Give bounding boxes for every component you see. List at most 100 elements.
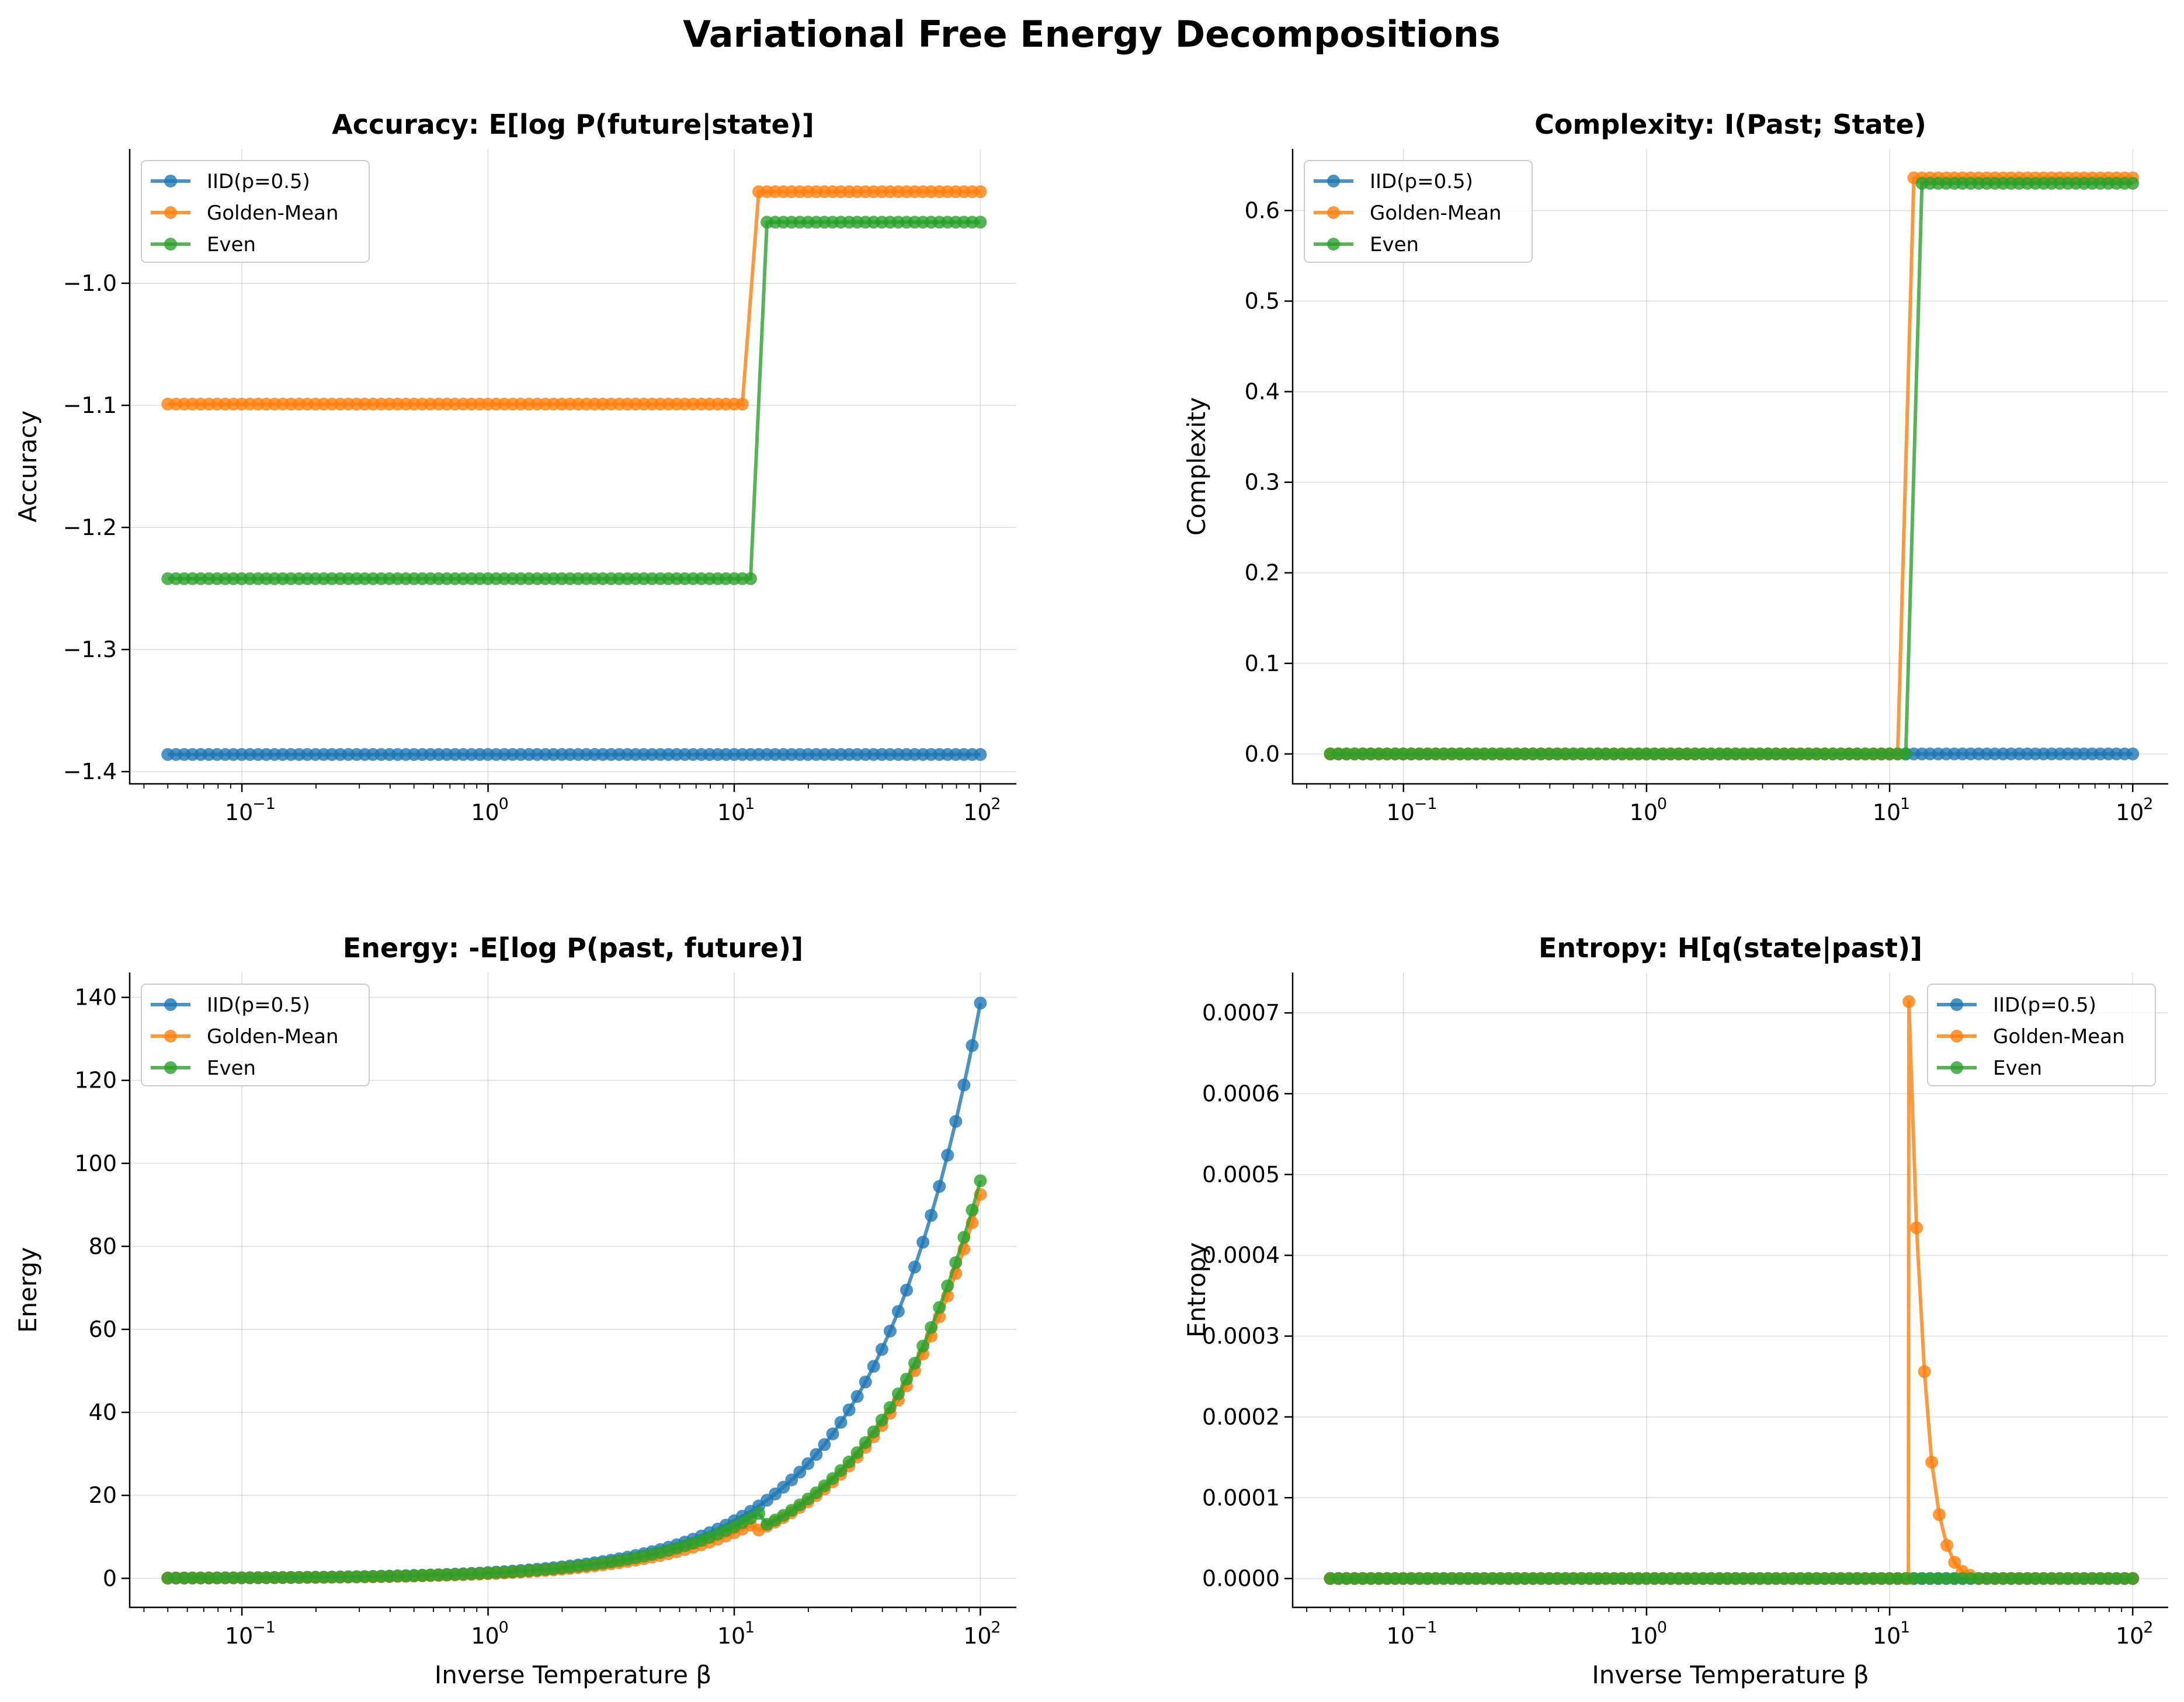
energy-point-iid-p-0-5	[826, 1427, 839, 1440]
accuracy-ytick-label: −1.0	[63, 270, 117, 296]
accuracy-xtick-label: 10	[717, 800, 745, 825]
complexity-xtick-exponent: 2	[2143, 795, 2153, 813]
energy-xtick-exponent: −1	[252, 1618, 276, 1637]
complexity-xtick-label: 10	[1630, 800, 1658, 825]
accuracy-xtick-exponent: 2	[991, 795, 1001, 813]
accuracy-series-iid-p-0-5	[161, 748, 987, 761]
energy-xtick-label: 10	[963, 1623, 991, 1649]
complexity-legend: IID(p=0.5) Golden-Mean Even	[1304, 160, 1533, 263]
entropy-ylabel: Entropy	[1182, 1242, 1211, 1338]
energy-spines	[129, 972, 1016, 1609]
accuracy-point-golden-mean	[735, 397, 749, 411]
entropy-legend-entry-even: Even	[1937, 1057, 2042, 1080]
entropy-legend-swatch-marker	[1950, 1061, 1963, 1074]
energy-point-iid-p-0-5	[777, 1481, 790, 1494]
complexity-ytick-label: 0.1	[1245, 651, 1280, 676]
energy-point-iid-p-0-5	[785, 1473, 798, 1486]
accuracy-legend-swatch-marker	[164, 206, 177, 219]
complexity-xtick-exponent: −1	[1414, 795, 1438, 813]
accuracy-series	[161, 185, 987, 761]
accuracy-axes: 10−1 100 101 102−1.4−1.3−1.2−1.1−1.0	[63, 149, 1016, 825]
entropy-xtick-label: 10	[1873, 1623, 1901, 1649]
complexity-legend-swatch-marker	[1327, 175, 1340, 187]
energy-xtick-exponent: 1	[745, 1618, 755, 1637]
energy-series	[161, 996, 987, 1585]
accuracy-legend: IID(p=0.5) Golden-Mean Even	[141, 160, 370, 263]
energy-point-even	[974, 1174, 987, 1187]
energy-legend-label: Golden-Mean	[207, 1025, 339, 1048]
energy-ylabel: Energy	[13, 1247, 42, 1333]
energy-xlabel: Inverse Temperature β	[435, 1661, 711, 1689]
energy-legend-swatch-marker	[164, 998, 177, 1011]
energy-point-iid-p-0-5	[875, 1343, 888, 1356]
complexity-ytick-label: 0.0	[1245, 741, 1280, 767]
energy-legend-entry-golden-mean: Golden-Mean	[151, 1025, 339, 1048]
energy-point-iid-p-0-5	[966, 1039, 979, 1053]
energy-point-iid-p-0-5	[891, 1305, 905, 1318]
entropy-point-even	[2126, 1572, 2140, 1585]
accuracy-ytick-label: −1.4	[63, 759, 117, 784]
entropy-xtick-exponent: 1	[1900, 1618, 1910, 1637]
complexity-legend-label: IID(p=0.5)	[1370, 170, 1473, 193]
energy-legend-label: Even	[207, 1057, 256, 1080]
complexity-ytick-label: 0.3	[1245, 470, 1280, 495]
energy-point-even	[842, 1456, 856, 1468]
complexity-ytick-label: 0.4	[1245, 379, 1280, 405]
energy-point-iid-p-0-5	[850, 1390, 864, 1403]
complexity-point-even	[2126, 176, 2140, 190]
energy-legend-swatch-marker	[164, 1030, 177, 1043]
energy-point-iid-p-0-5	[842, 1403, 856, 1416]
energy-point-iid-p-0-5	[883, 1325, 897, 1338]
accuracy-legend-entry-even: Even	[151, 233, 256, 256]
accuracy-spines	[129, 149, 1016, 785]
entropy-ytick-label: 0.0002	[1202, 1404, 1280, 1430]
energy-point-even	[752, 1507, 765, 1520]
energy-ytick-label: 60	[89, 1317, 117, 1342]
entropy-xlabel: Inverse Temperature β	[1592, 1661, 1869, 1689]
accuracy-title: Accuracy: E[log P(future|state)]	[332, 109, 814, 141]
entropy-legend-swatch-marker	[1950, 998, 1963, 1011]
accuracy-xtick-label: 10	[471, 800, 499, 825]
accuracy-ylabel: Accuracy	[13, 411, 42, 523]
entropy-legend-entry-iid-p-0-5: IID(p=0.5)	[1937, 994, 2096, 1017]
energy-title: Energy: -E[log P(past, future)]	[343, 932, 803, 964]
accuracy-legend-entry-iid-p-0-5: IID(p=0.5)	[151, 170, 310, 193]
entropy-panel: 10−1 100 101 1020.00000.00010.00020.00030.0…	[1182, 932, 2168, 1689]
entropy-legend-label: IID(p=0.5)	[1993, 994, 2096, 1017]
energy-point-even	[941, 1279, 954, 1293]
entropy-point-golden-mean	[1902, 995, 1915, 1008]
entropy-grid	[1293, 972, 2168, 1607]
entropy-legend-frame	[1927, 984, 2156, 1086]
complexity-ytick-label: 0.6	[1245, 197, 1280, 223]
accuracy-xtick-label: 10	[225, 800, 253, 825]
entropy-point-golden-mean	[1940, 1538, 1954, 1552]
energy-point-even	[818, 1479, 831, 1492]
energy-point-even	[966, 1203, 979, 1217]
energy-point-even	[826, 1472, 839, 1485]
energy-legend-label: IID(p=0.5)	[207, 994, 310, 1017]
complexity-xtick-label: 10	[2116, 800, 2144, 825]
accuracy-ytick-label: −1.2	[63, 515, 117, 540]
energy-ytick-label: 40	[89, 1399, 117, 1425]
energy-point-even	[949, 1256, 963, 1269]
energy-legend-entry-iid-p-0-5: IID(p=0.5)	[151, 994, 310, 1017]
entropy-legend: IID(p=0.5) Golden-Mean Even	[1927, 984, 2156, 1086]
accuracy-xtick-exponent: 0	[499, 795, 509, 813]
energy-point-iid-p-0-5	[793, 1465, 807, 1479]
entropy-xtick-label: 10	[1630, 1623, 1658, 1649]
accuracy-legend-frame	[141, 160, 370, 263]
complexity-legend-entry-iid-p-0-5: IID(p=0.5)	[1314, 170, 1473, 193]
energy-ytick-label: 80	[89, 1234, 117, 1259]
accuracy-legend-label: Golden-Mean	[207, 202, 339, 225]
entropy-series	[1324, 995, 2140, 1585]
entropy-ytick-label: 0.0003	[1202, 1324, 1280, 1349]
entropy-point-golden-mean	[1918, 1365, 1931, 1378]
energy-point-even	[900, 1373, 913, 1386]
energy-legend: IID(p=0.5) Golden-Mean Even	[141, 984, 370, 1086]
entropy-xtick-label: 10	[2116, 1623, 2144, 1649]
energy-point-even	[867, 1425, 880, 1439]
